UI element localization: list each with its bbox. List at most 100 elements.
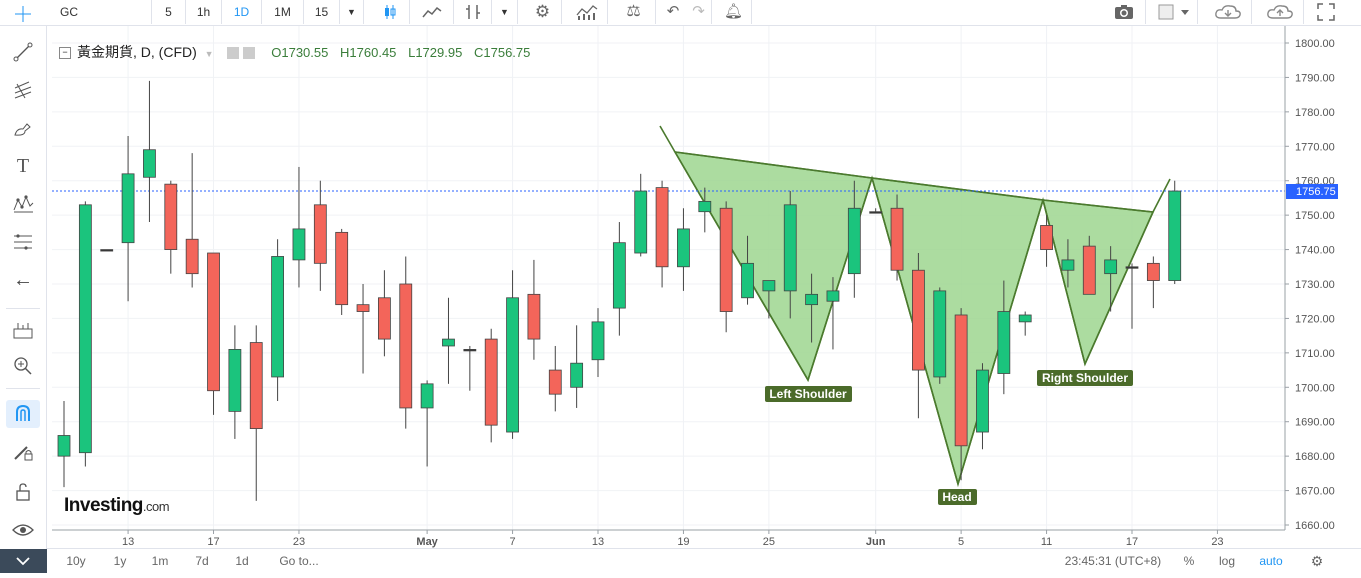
unlock-icon[interactable] (6, 478, 40, 506)
candle[interactable] (1040, 215, 1053, 267)
magnet-icon[interactable] (6, 400, 40, 428)
candle[interactable] (420, 380, 434, 467)
candle[interactable] (399, 256, 413, 429)
compare-scale-icon[interactable]: ⚖ (612, 0, 656, 24)
time-axis[interactable]: 13 17 23 May 7 13 19 25 Jun 5 11 17 23 (122, 530, 1224, 548)
candle[interactable] (954, 308, 968, 481)
settings-gear-icon[interactable]: ⚙ (524, 0, 562, 24)
redo-icon[interactable]: ↷ (686, 0, 712, 24)
interval-1m[interactable]: 1M (262, 0, 304, 24)
candle[interactable] (100, 249, 114, 252)
indicators-icon[interactable] (566, 0, 608, 24)
layout-square-icon[interactable] (1150, 0, 1198, 24)
candle[interactable] (783, 191, 797, 319)
range-10y[interactable]: 10y (66, 554, 86, 568)
bar-style-icon[interactable] (454, 0, 492, 24)
candle[interactable] (463, 345, 477, 391)
settings-small-icon[interactable] (243, 47, 256, 60)
candle[interactable] (292, 166, 306, 288)
chart-properties-gear-icon[interactable]: ⚙ (1310, 553, 1324, 569)
candle[interactable] (912, 253, 925, 419)
legend-collapse-icon[interactable]: − (59, 47, 71, 60)
log-scale-toggle[interactable]: log (1218, 554, 1235, 568)
candle[interactable] (442, 297, 455, 384)
candle[interactable] (548, 345, 562, 412)
candle[interactable] (741, 235, 754, 305)
candle[interactable] (271, 239, 285, 402)
candle[interactable] (677, 208, 690, 291)
interval-5[interactable]: 5 (152, 0, 186, 24)
candle[interactable] (570, 325, 584, 408)
crosshair-icon[interactable] (6, 0, 40, 28)
candle[interactable] (655, 180, 669, 288)
symbol-search[interactable]: GC (0, 0, 152, 24)
candle[interactable] (527, 259, 541, 360)
interval-1h[interactable]: 1h (186, 0, 222, 24)
area-chart-icon[interactable] (410, 0, 454, 24)
candle[interactable] (1018, 311, 1032, 336)
candle[interactable] (185, 153, 199, 288)
candle[interactable] (377, 270, 391, 357)
candle[interactable] (591, 308, 605, 377)
candle[interactable] (719, 201, 733, 333)
range-1m[interactable]: 1m (151, 554, 169, 568)
range-1y[interactable]: 1y (113, 554, 127, 568)
candle[interactable] (78, 201, 92, 467)
candle[interactable] (762, 280, 776, 319)
candle[interactable] (506, 270, 519, 439)
visibility-toggle-icon[interactable] (227, 47, 240, 60)
price-axis[interactable]: 1800.001790.001780.001770.001760.001750.… (1285, 38, 1335, 532)
back-arrow-icon[interactable]: ← (13, 268, 33, 291)
camera-icon[interactable] (1102, 0, 1146, 24)
chart-style-dropdown-icon[interactable]: ▼ (492, 0, 518, 24)
candle[interactable] (1125, 263, 1139, 329)
pitchfork-icon[interactable] (6, 76, 40, 104)
candle[interactable] (143, 80, 156, 223)
lock-drawing-pencil-icon[interactable] (6, 438, 40, 466)
candle[interactable] (335, 228, 349, 315)
legend-dropdown-icon[interactable]: ▼ (204, 49, 214, 59)
candle[interactable] (228, 325, 242, 439)
text-tool-icon[interactable]: T (16, 154, 30, 177)
interval-1d[interactable]: 1D (222, 0, 262, 24)
candle[interactable] (1082, 235, 1096, 295)
range-1d[interactable]: 1d (235, 554, 249, 568)
trend-line-icon[interactable] (6, 38, 40, 66)
candle[interactable] (1104, 246, 1118, 312)
candle[interactable] (1061, 239, 1075, 288)
eye-visibility-icon[interactable] (6, 516, 40, 544)
series-title[interactable]: 黃金期貨, D, (CFD) (77, 44, 197, 60)
candle[interactable] (121, 135, 135, 302)
candle[interactable] (976, 363, 989, 450)
candle[interactable] (1168, 180, 1182, 284)
candle[interactable] (1146, 256, 1160, 309)
brush-icon[interactable] (6, 114, 40, 142)
candle[interactable] (933, 287, 947, 384)
zoom-in-icon[interactable] (6, 352, 40, 380)
ruler-measure-icon[interactable] (6, 316, 40, 344)
fib-retracement-icon[interactable] (6, 228, 40, 256)
candle[interactable] (57, 401, 71, 488)
interval-15[interactable]: 15 (304, 0, 340, 24)
pattern-tool-icon[interactable] (6, 190, 40, 218)
candle[interactable] (826, 277, 840, 350)
candle[interactable] (805, 273, 818, 343)
cloud-upload-icon[interactable] (1256, 0, 1304, 24)
cloud-download-icon[interactable] (1204, 0, 1252, 24)
candle[interactable] (313, 180, 327, 291)
range-7d[interactable]: 7d (195, 554, 209, 568)
candle[interactable] (484, 328, 498, 443)
candle[interactable] (634, 173, 648, 257)
toolbar-collapse-chevron-icon[interactable] (0, 549, 47, 573)
candle[interactable] (356, 284, 370, 374)
candle[interactable] (847, 180, 861, 298)
auto-scale-toggle[interactable]: auto (1259, 554, 1283, 568)
candle-style-icon[interactable] (370, 0, 410, 24)
candle[interactable] (997, 280, 1011, 395)
candle[interactable] (249, 325, 263, 501)
candle[interactable] (612, 222, 626, 336)
fullscreen-icon[interactable] (1308, 0, 1344, 24)
alert-bell-icon[interactable]: 🔔︎ (716, 0, 752, 24)
percent-scale-toggle[interactable]: % (1183, 554, 1195, 568)
